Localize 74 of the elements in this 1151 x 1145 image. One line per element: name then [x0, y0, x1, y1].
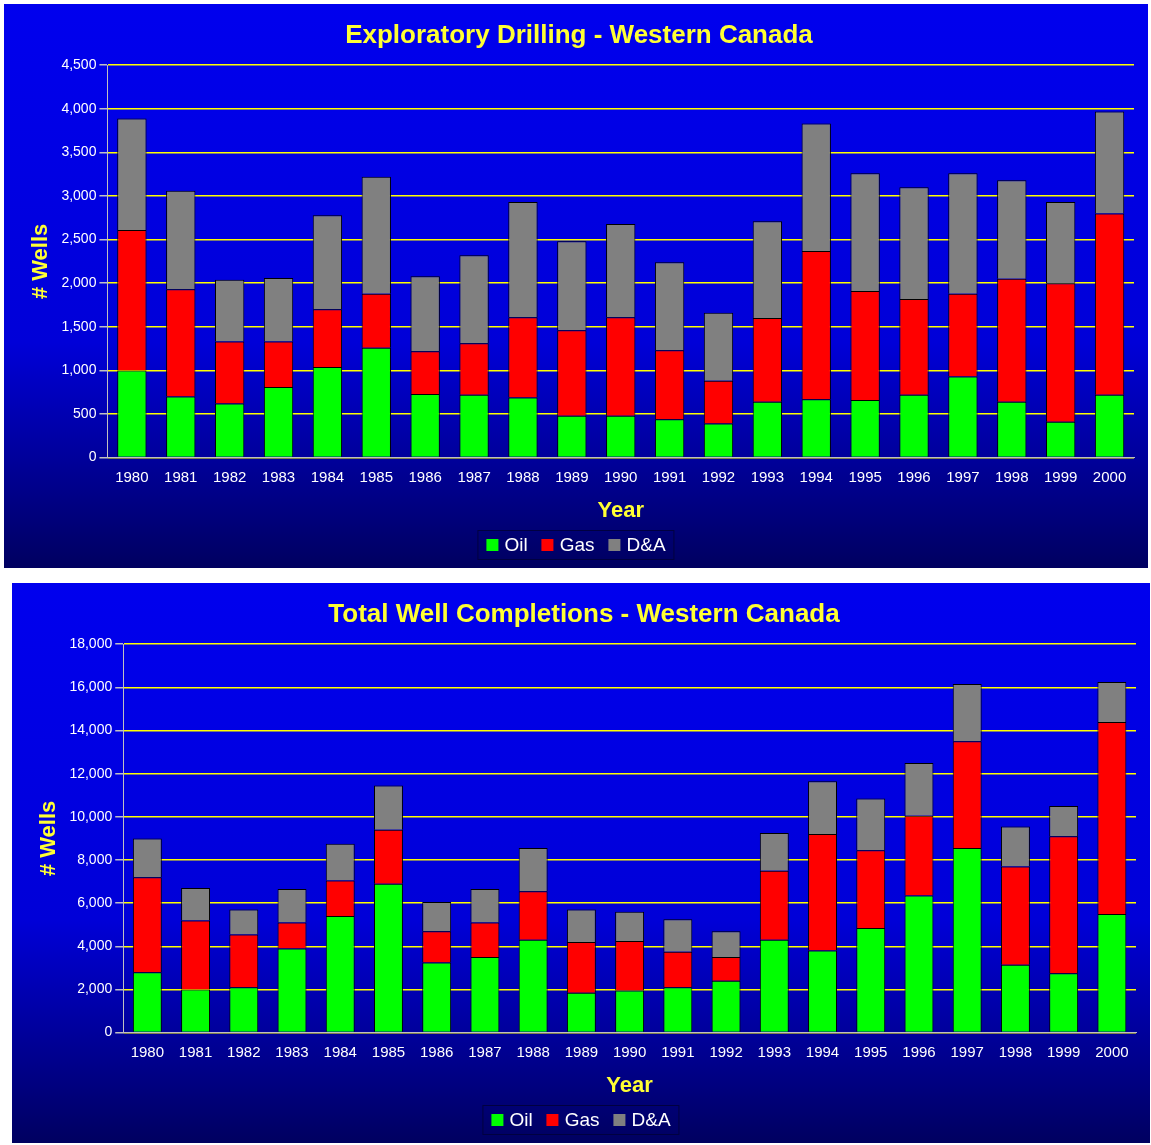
y-tick-label: 2,500	[61, 230, 97, 247]
x-tick-label: 1987	[457, 467, 491, 485]
x-tick-label: 1988	[506, 467, 540, 485]
x-tick-label: 2000	[1092, 467, 1127, 485]
x-tick-label: 1991	[661, 1042, 695, 1060]
x-tick-label: 1990	[604, 467, 638, 485]
x-tick-label: 1998	[998, 1042, 1033, 1060]
legend-label: Oil	[509, 1109, 533, 1131]
x-tick-label: 1995	[854, 1042, 888, 1060]
x-tick-label: 1985	[359, 467, 393, 485]
x-tick-label: 1994	[799, 467, 833, 485]
x-tick-label: 1998	[995, 467, 1029, 485]
y-tick-label: 0	[88, 448, 97, 465]
x-tick-label: 1992	[709, 1042, 743, 1060]
x-tick-label: 1980	[115, 467, 149, 485]
y-tick-label: 6,000	[77, 893, 113, 910]
legend-label: D&A	[626, 534, 666, 556]
y-tick-label: 3,000	[61, 186, 97, 203]
y-tick-label: 3,500	[61, 143, 97, 160]
x-tick-label: 1997	[950, 1042, 984, 1060]
x-tick-label: 1986	[420, 1042, 454, 1060]
x-tick-label: 1996	[897, 467, 931, 485]
x-tick-label: 1993	[757, 1042, 791, 1060]
x-tick-label: 1993	[750, 467, 785, 485]
x-tick-label: 1982	[227, 1042, 261, 1060]
x-tick-label: 1994	[805, 1042, 840, 1060]
y-tick-label: 2,000	[61, 274, 97, 291]
y-tick-label: 500	[73, 404, 97, 421]
x-tick-label: 1986	[408, 467, 442, 485]
x-tick-label: 1991	[652, 467, 687, 485]
y-tick-label: 18,000	[69, 635, 113, 652]
x-tick-label: 1980	[130, 1042, 165, 1060]
y-tick-label: 12,000	[69, 764, 113, 781]
y-tick-label: 14,000	[69, 721, 113, 738]
x-tick-label: 1988	[516, 1042, 550, 1060]
chart-title: Exploratory Drilling - Western Canada	[345, 18, 814, 49]
x-tick-label: 1995	[848, 467, 882, 485]
y-axis-title: # Wells	[35, 800, 61, 877]
legend-label: Gas	[559, 534, 595, 556]
y-tick-label: 1,500	[61, 317, 97, 334]
x-tick-label: 1983	[275, 1042, 309, 1060]
y-tick-label: 0	[104, 1023, 113, 1040]
x-tick-label: 1999	[1046, 1042, 1081, 1060]
x-tick-label: 1992	[701, 467, 736, 485]
y-tick-label: 10,000	[69, 807, 113, 824]
x-tick-label: 1989	[555, 467, 589, 485]
x-tick-label: 1984	[323, 1042, 357, 1060]
y-tick-label: 16,000	[69, 678, 113, 695]
x-tick-label: 1990	[612, 1042, 647, 1060]
y-tick-label: 2,000	[77, 980, 113, 997]
x-tick-label: 1983	[261, 467, 296, 485]
y-axis-title: # Wells	[27, 223, 53, 300]
x-tick-label: 1996	[902, 1042, 936, 1060]
x-tick-label: 1987	[468, 1042, 502, 1060]
x-axis-title: Year	[597, 496, 645, 522]
y-tick-label: 4,500	[61, 56, 97, 73]
x-tick-label: 1989	[564, 1042, 599, 1060]
x-tick-label: 1981	[164, 467, 198, 485]
x-tick-label: 2000	[1095, 1042, 1129, 1060]
x-axis-title: Year	[606, 1071, 654, 1097]
y-tick-label: 4,000	[77, 937, 113, 954]
legend-label: Gas	[564, 1109, 600, 1131]
legend-label: Oil	[504, 534, 528, 556]
x-tick-label: 1982	[212, 467, 247, 485]
x-tick-label: 1997	[946, 467, 980, 485]
y-tick-label: 8,000	[77, 850, 113, 867]
legend-label: D&A	[631, 1109, 671, 1131]
x-tick-label: 1985	[371, 1042, 406, 1060]
x-tick-label: 1999	[1043, 467, 1078, 485]
x-tick-label: 1981	[178, 1042, 213, 1060]
y-tick-label: 1,000	[61, 361, 97, 378]
x-tick-label: 1984	[310, 467, 345, 485]
chart-title: Total Well Completions - Western Canada	[328, 597, 841, 628]
y-tick-label: 4,000	[61, 99, 97, 116]
